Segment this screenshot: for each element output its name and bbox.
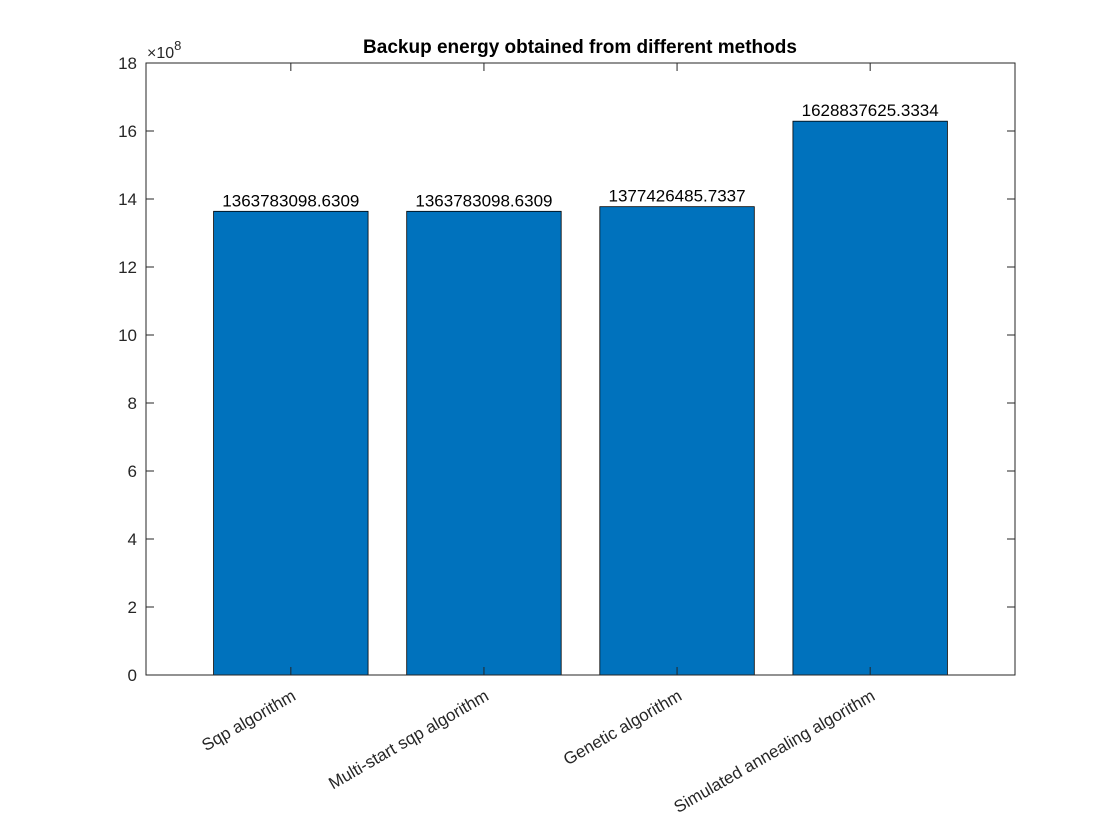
- bars-layer: [213, 120, 948, 676]
- y-exponent-base: ×10: [147, 45, 174, 62]
- y-tick-label-5: 10: [118, 326, 137, 345]
- y-tick-label-6: 12: [118, 258, 137, 277]
- bar-value-label-3: 1377426485.7337: [609, 187, 746, 206]
- y-tick-label-0: 0: [128, 666, 137, 685]
- bar-3: [599, 206, 755, 676]
- bar-value-label-1: 1363783098.6309: [222, 191, 359, 210]
- bar-value-label-2: 1363783098.6309: [415, 191, 552, 210]
- y-tick-label-9: 18: [118, 54, 137, 73]
- y-exponent-power: 8: [174, 38, 181, 53]
- y-tick-label-1: 2: [128, 598, 137, 617]
- chart-title: Backup energy obtained from different me…: [363, 37, 797, 58]
- y-tick-label-3: 6: [128, 462, 137, 481]
- bar-1: [213, 210, 369, 676]
- y-tick-label-2: 4: [128, 530, 137, 549]
- bar-2: [406, 210, 562, 676]
- y-tick-label-8: 16: [118, 122, 137, 141]
- y-tick-label-4: 8: [128, 394, 137, 413]
- labels-layer: 1363783098.6309 1363783098.6309 1377426485…: [222, 101, 938, 210]
- axes-box: [145, 62, 1016, 676]
- y-tick-label-7: 14: [118, 190, 137, 209]
- y-exponent-label: ×108: [147, 38, 181, 62]
- bar-value-label-4: 1628837625.3334: [802, 101, 939, 120]
- bar-4: [792, 120, 948, 676]
